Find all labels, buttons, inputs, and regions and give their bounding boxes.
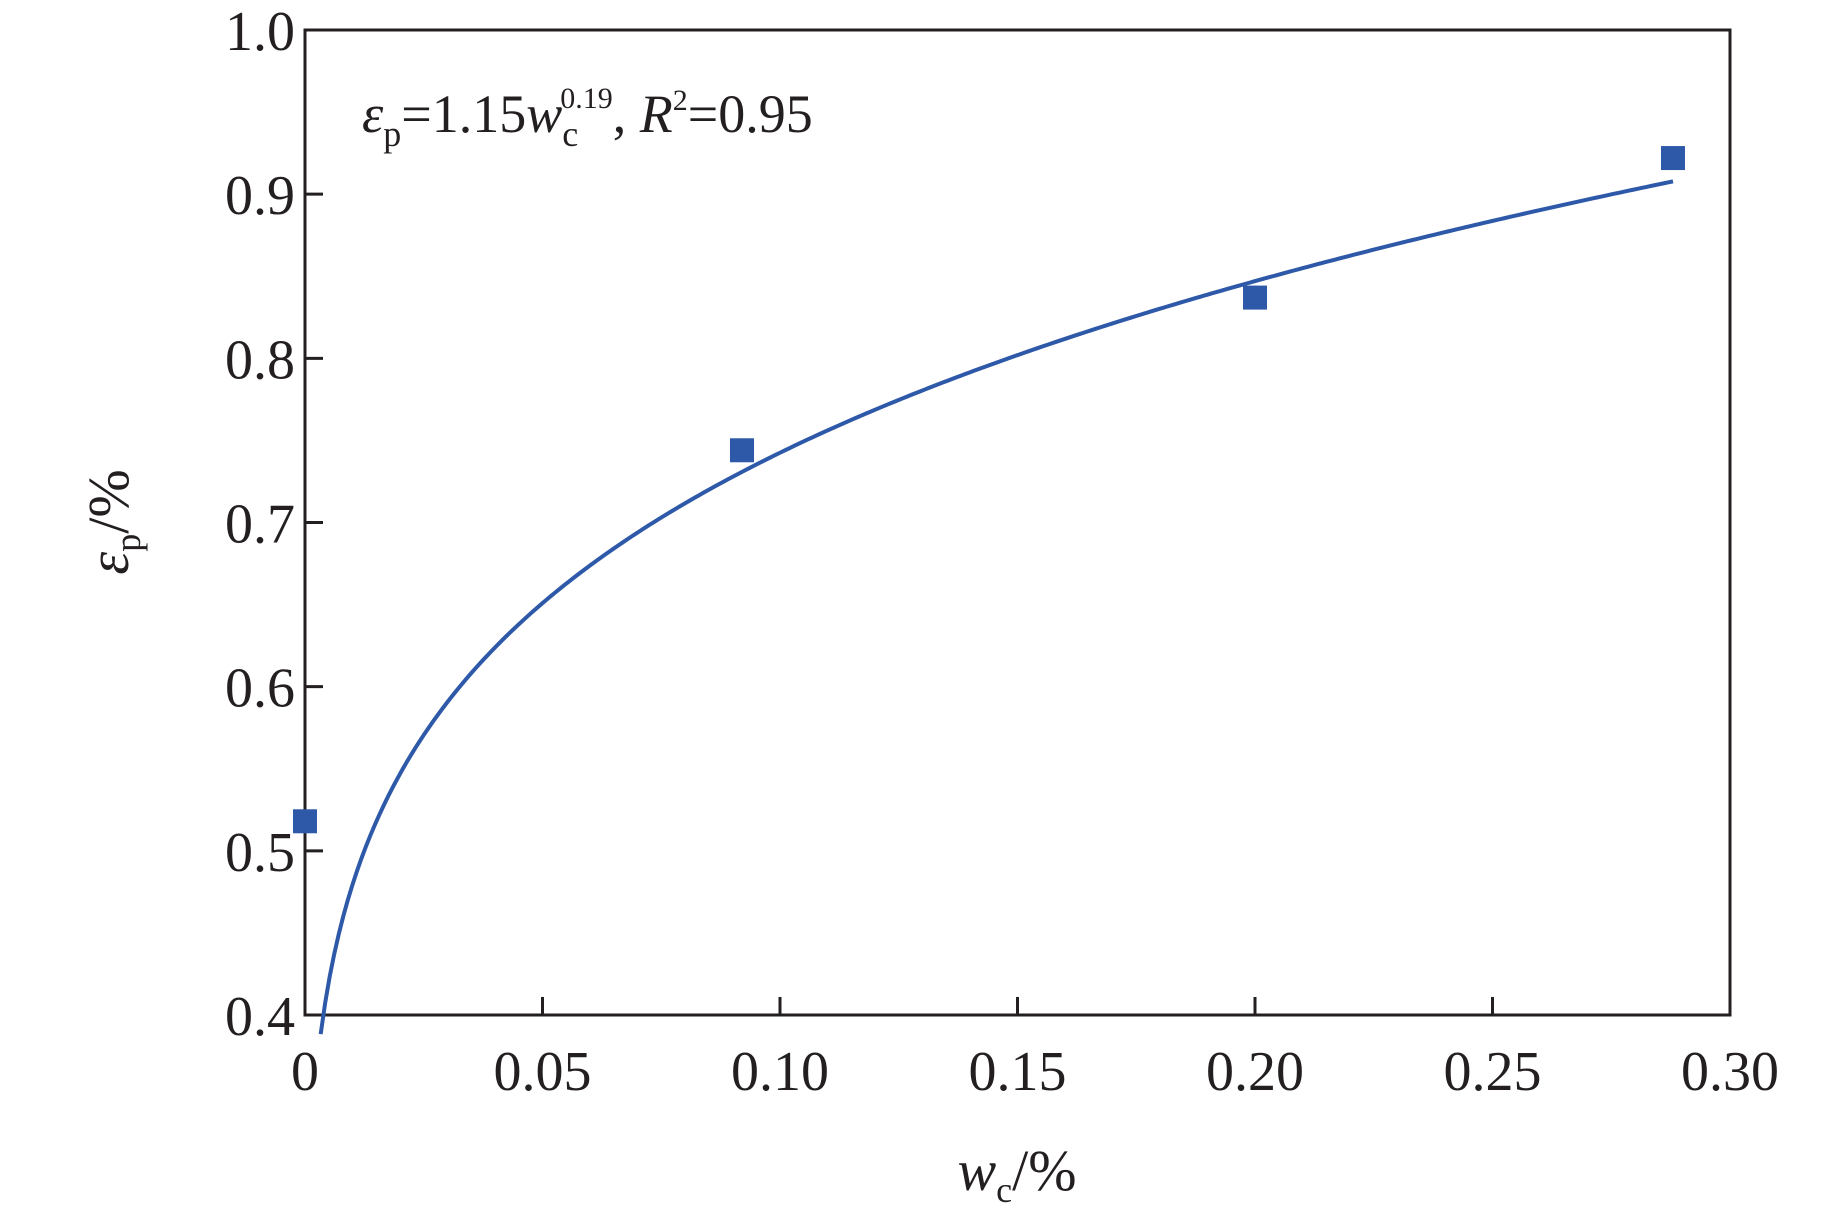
- annot-eq2: =0.95: [688, 84, 813, 144]
- y-axis-title-unit: /%: [76, 469, 141, 533]
- x-axis-title-unit: /%: [1012, 1138, 1076, 1203]
- annot-exp: 0.19: [560, 82, 613, 115]
- y-axis-title: εp/%: [76, 469, 148, 574]
- y-tick-label: 1.0: [225, 1, 295, 63]
- x-ticks: 0 0.05 0.10 0.15 0.20 0.25 0.30: [291, 997, 1779, 1103]
- data-points: [293, 146, 1685, 834]
- annot-comma: ,: [613, 84, 640, 144]
- annot-r: R: [639, 84, 673, 144]
- y-axis-title-var: ε: [76, 552, 141, 575]
- x-tick-label: 0.20: [1206, 1041, 1304, 1103]
- data-point: [1243, 285, 1267, 310]
- annot-eps: ε: [362, 84, 384, 144]
- annot-eps-sub: p: [383, 114, 401, 154]
- x-axis-title: wc/%: [957, 1138, 1076, 1210]
- data-point: [1661, 146, 1685, 171]
- y-axis-title-sub: p: [108, 534, 148, 552]
- annot-w: w: [526, 84, 562, 144]
- fit-curve: [318, 179, 1674, 1035]
- y-tick-label: 0.9: [225, 165, 295, 227]
- x-axis-title-sub: c: [996, 1170, 1012, 1210]
- annot-eq1: =1.15: [401, 84, 526, 144]
- data-point: [730, 438, 754, 463]
- y-tick-label: 0.7: [225, 494, 295, 556]
- y-tick-label: 0.4: [225, 986, 295, 1048]
- y-tick-label: 0.6: [225, 658, 295, 720]
- x-tick-label: 0.25: [1444, 1041, 1542, 1103]
- x-tick-label: 0.05: [494, 1041, 592, 1103]
- annot-r-sup: 2: [673, 84, 688, 117]
- y-tick-label: 0.5: [225, 822, 295, 884]
- annot-w-sub: c: [562, 114, 578, 154]
- x-tick-label: 0.15: [969, 1041, 1067, 1103]
- data-point: [293, 809, 317, 834]
- x-tick-label: 0.10: [731, 1041, 829, 1103]
- x-tick-label: 0.30: [1681, 1041, 1779, 1103]
- y-ticks: 0.4 0.5 0.6 0.7 0.8 0.9 1.0: [225, 1, 323, 1048]
- x-axis-title-var: w: [957, 1138, 996, 1203]
- y-tick-label: 0.8: [225, 329, 295, 391]
- x-tick-label: 0: [291, 1041, 319, 1103]
- plot-frame: [303, 28, 1732, 1017]
- fit-equation-annotation: εp=1.15wc0.19, R2=0.95: [362, 82, 813, 154]
